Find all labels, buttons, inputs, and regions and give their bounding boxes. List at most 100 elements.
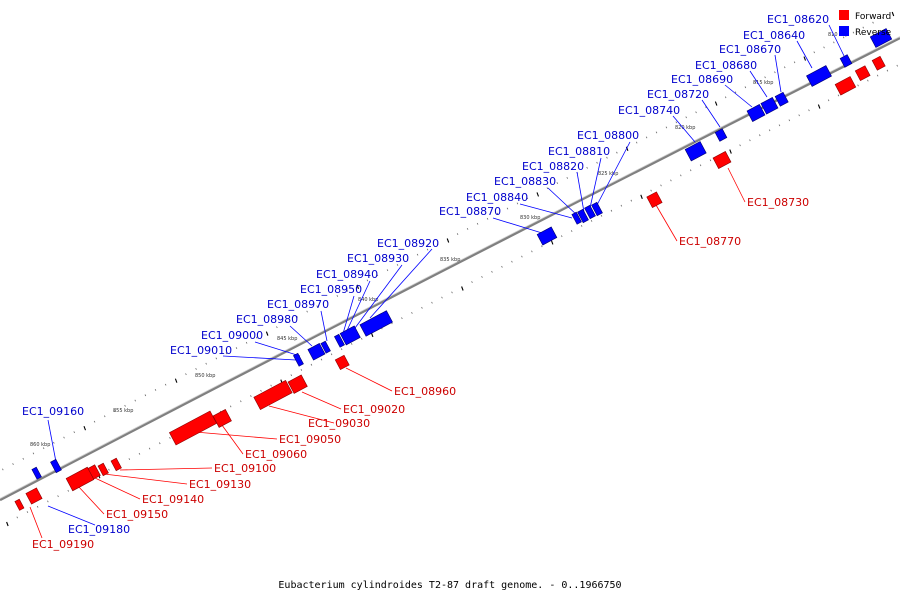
minor-tick [361,337,363,340]
minor-tick [491,270,493,273]
minor-tick [250,395,252,397]
minor-tick [516,202,519,205]
gene-block[interactable] [97,462,109,477]
gene-block[interactable] [334,333,345,348]
gene-label[interactable]: EC1_09130 [189,478,251,491]
minor-tick [842,36,845,39]
gene-label[interactable]: EC1_08830 [494,175,556,188]
gene-block[interactable] [760,97,779,115]
gene-label[interactable]: EC1_08770 [679,235,741,248]
gene-block[interactable] [334,354,350,371]
gene-label[interactable]: EC1_09140 [142,493,204,506]
gene-block[interactable] [25,487,43,505]
minor-tick [336,295,339,297]
gene-block[interactable] [869,28,893,48]
gene-block[interactable] [806,65,832,87]
gene-block[interactable] [746,104,766,122]
gene-label[interactable]: EC1_08810 [548,145,610,158]
gene-block[interactable] [359,310,393,337]
gene-label[interactable]: EC1_08930 [347,252,409,265]
gene-label[interactable]: EC1_08680 [695,59,757,72]
gene-block[interactable] [774,91,789,107]
gene-label[interactable]: EC1_09000 [201,329,263,342]
gene-block[interactable] [50,458,62,474]
kbp-label: 855 kbp [113,408,133,414]
gene-label[interactable]: EC1_08690 [671,73,733,86]
gene-block[interactable] [110,457,122,472]
kbp-label: 850 kbp [195,373,215,379]
gene-label[interactable]: EC1_08870 [439,205,501,218]
minor-tick [63,436,65,439]
gene-label[interactable]: EC1_09060 [245,448,307,461]
minor-tick [709,159,712,162]
minor-tick [421,306,423,309]
gene-label[interactable]: EC1_09160 [22,405,84,418]
minor-tick [22,457,24,460]
kbp-label: 815 kbp [753,80,773,86]
kbp-label: 840 kbp [358,297,378,303]
minor-tick [768,129,771,132]
gene-label[interactable]: EC1_08820 [522,160,584,173]
gene-label[interactable]: EC1_09100 [214,462,276,475]
gene-block[interactable] [293,352,304,367]
gene-block[interactable] [714,128,728,142]
gene-block[interactable] [307,343,326,361]
gene-label[interactable]: EC1_09010 [170,344,232,357]
gene-block[interactable] [65,466,95,492]
gene-block[interactable] [577,208,589,224]
major-tick [265,331,269,336]
gene-block[interactable] [584,204,596,220]
gene-block[interactable] [571,211,582,225]
gene-block[interactable] [253,379,293,411]
minor-tick [798,114,800,117]
gene-block[interactable] [212,409,232,428]
gene-block[interactable] [839,54,853,68]
gene-label[interactable]: EC1_08920 [377,237,439,250]
gene-label[interactable]: EC1_09150 [106,508,168,521]
gene-label[interactable]: EC1_09050 [279,433,341,446]
minor-tick [416,253,419,256]
minor-tick [134,399,136,402]
gene-label[interactable]: EC1_09030 [308,417,370,430]
gene-label[interactable]: EC1_08670 [719,43,781,56]
gene-label[interactable]: EC1_08730 [747,196,809,209]
gene-block[interactable] [834,76,857,96]
gene-block[interactable] [169,410,217,446]
gene-block[interactable] [646,191,663,209]
gene-block[interactable] [339,325,361,346]
gene-label[interactable]: EC1_09180 [68,523,130,536]
gene-block[interactable] [14,498,25,511]
gene-block[interactable] [287,374,308,394]
gene-block[interactable] [320,340,331,354]
gene-label[interactable]: EC1_08620 [767,13,829,26]
minor-tick [148,447,151,450]
gene-block[interactable] [684,141,707,162]
gene-label[interactable]: EC1_09020 [343,403,405,416]
gene-label[interactable]: EC1_08980 [236,313,298,326]
kbp-label: 860 kbp [30,442,50,448]
gene-label[interactable]: EC1_08940 [316,268,378,281]
gene-label[interactable]: EC1_08950 [300,283,362,296]
gene-label[interactable]: EC1_08970 [267,298,329,311]
minor-tick [350,343,353,345]
minor-tick [103,415,106,418]
gene-label[interactable]: EC1_08960 [394,385,456,398]
gene-block[interactable] [712,151,732,169]
gene-label[interactable]: EC1_08740 [618,104,680,117]
gene-block[interactable] [591,201,603,217]
gene-label[interactable]: EC1_09190 [32,538,94,551]
minor-tick [645,136,648,139]
gene-label[interactable]: EC1_08800 [577,129,639,142]
minor-tick [685,116,687,119]
gene-label[interactable]: EC1_08640 [743,29,805,42]
gene-block[interactable] [871,55,886,71]
gene-block[interactable] [536,226,558,246]
gene-block[interactable] [31,466,42,480]
kbp-labels: 810 kbp 815 kbp 820 kbp 825 kbp 830 kbp … [30,32,848,448]
kbp-label: 825 kbp [598,171,618,177]
gene-label[interactable]: EC1_08840 [466,191,528,204]
forward-genes [14,55,886,511]
gene-block[interactable] [854,65,871,82]
minor-tick [867,79,869,82]
gene-label[interactable]: EC1_08720 [647,88,709,101]
